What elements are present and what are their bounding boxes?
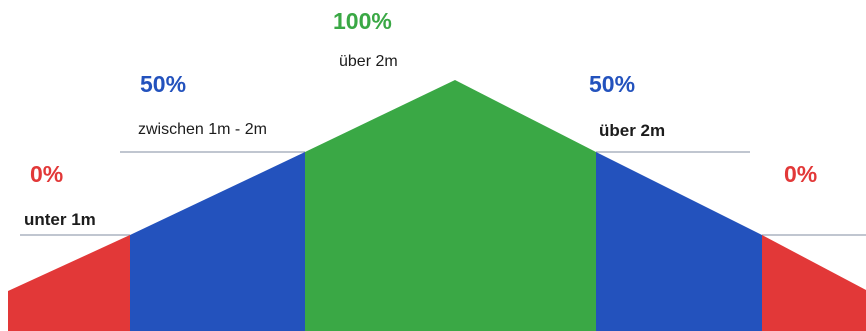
percent-left-mid: 50% (140, 71, 187, 97)
zone-left-low (8, 235, 130, 331)
zone-left-mid (130, 152, 305, 331)
zone-right-mid (596, 152, 762, 331)
label-center: über 2m (339, 53, 398, 70)
zone-right-low (762, 235, 866, 331)
percent-right-low: 0% (784, 161, 818, 187)
percent-center: 100% (333, 8, 392, 34)
percent-left-low: 0% (30, 161, 64, 187)
percent-right-mid: 50% (589, 71, 636, 97)
zone-center (305, 80, 596, 331)
label-left-low: unter 1m (24, 210, 96, 229)
label-right-mid: über 2m (599, 121, 666, 140)
label-left-mid: zwischen 1m - 2m (138, 121, 267, 138)
